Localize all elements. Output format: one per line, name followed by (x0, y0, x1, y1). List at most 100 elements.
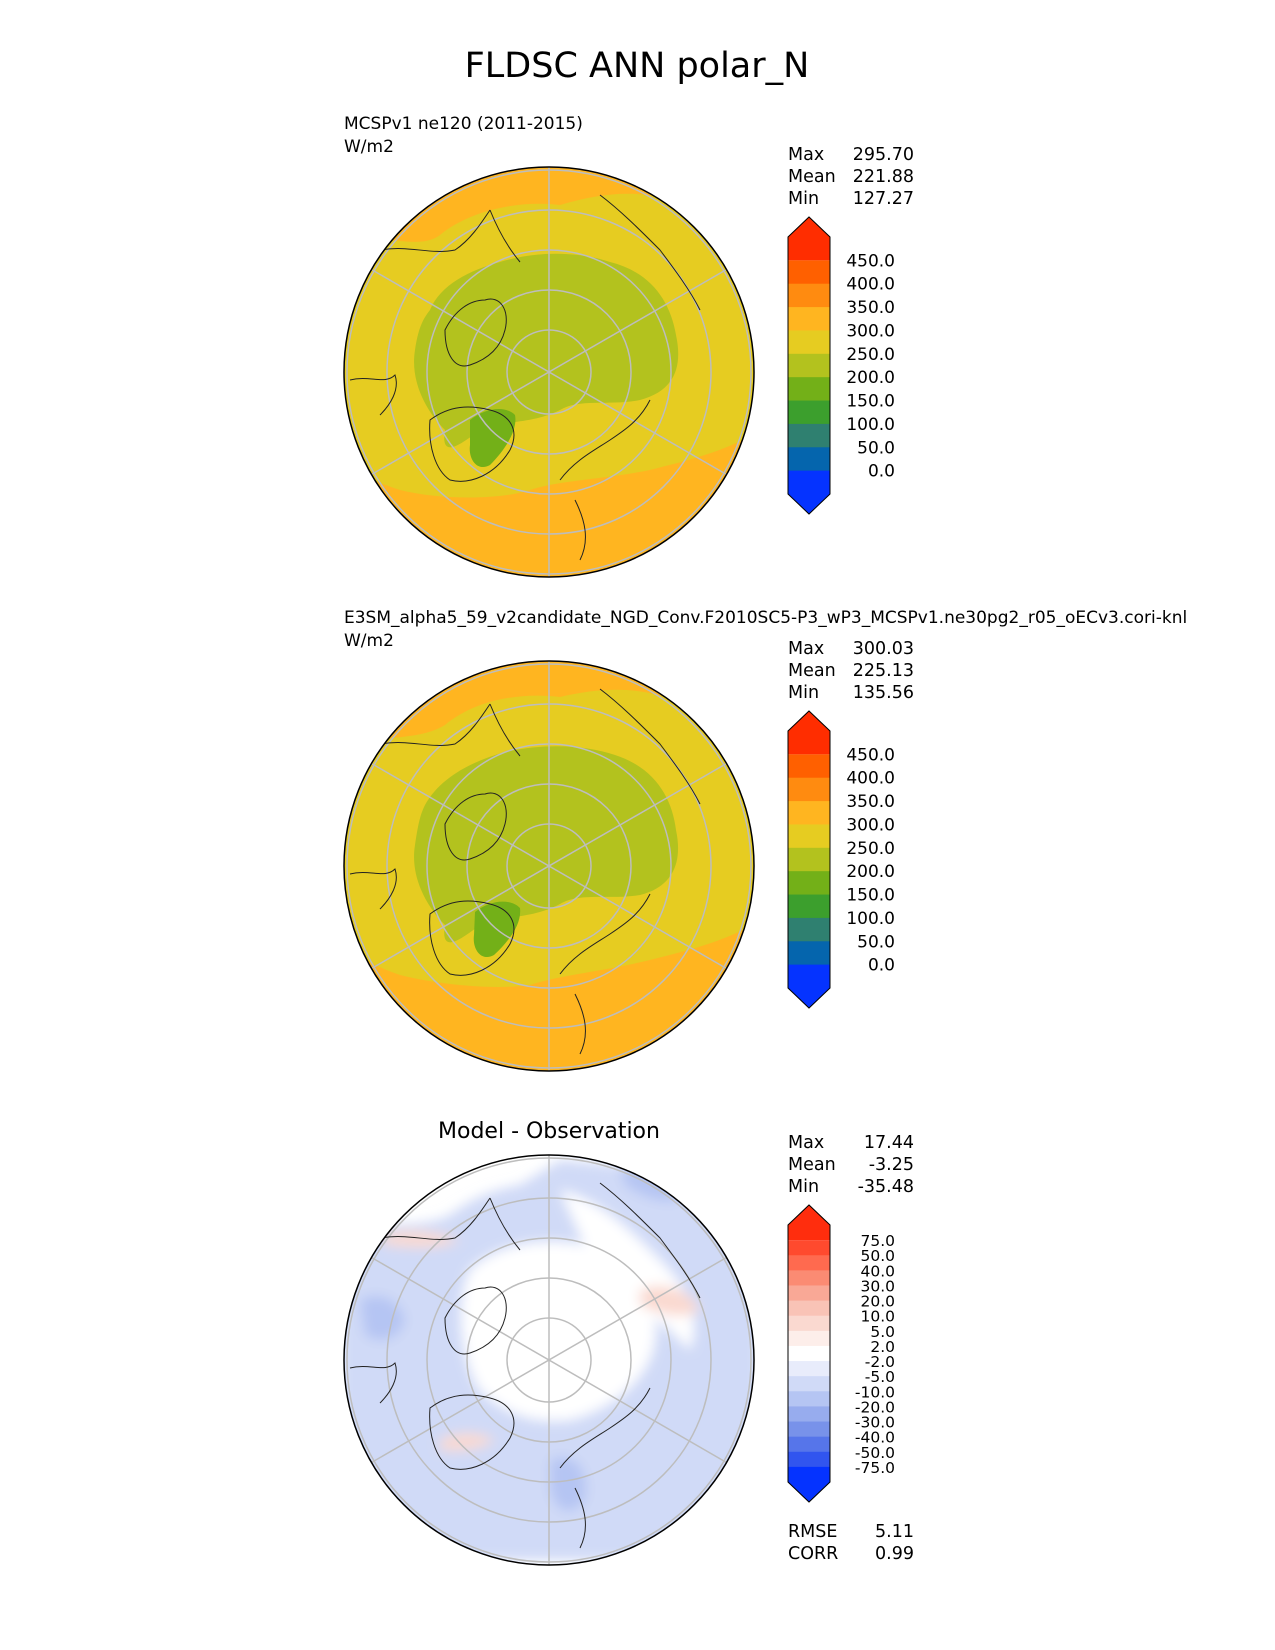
panel-1-units: W/m2 (344, 137, 394, 157)
field-arctic-basin (414, 253, 679, 448)
figure-title: FLDSC ANN polar_N (465, 46, 810, 86)
colorbar-bin (788, 964, 830, 1008)
field-arctic-basin (414, 746, 679, 943)
panel-3-stats: Max 17.44 Mean -3.25 Min -35.48 (788, 1133, 914, 1197)
colorbar-tick-label: 40.0 (860, 1262, 895, 1280)
colorbar-tick-label: -5.0 (865, 1368, 895, 1386)
panel-3-colorbar: 75.050.040.030.020.010.05.02.0-2.0-5.0-1… (787, 1204, 895, 1503)
stat-max-value: 300.03 (853, 639, 914, 659)
colorbar-tick-label: 5.0 (870, 1323, 895, 1341)
colorbar-bin (788, 1391, 830, 1407)
colorbar-bin (788, 400, 830, 425)
colorbar-tick-label: -10.0 (855, 1383, 895, 1401)
colorbar-tick-label: -30.0 (855, 1414, 895, 1432)
colorbar-bin (788, 377, 830, 402)
diff-neg-strong-3 (550, 1457, 586, 1511)
stat-max-value: 295.70 (853, 145, 914, 165)
stat-min-value: 127.27 (853, 189, 914, 209)
colorbar-bin (788, 1300, 830, 1317)
panel-3-map (344, 1155, 754, 1565)
colorbar-outline (787, 216, 831, 515)
stat-mean-label: Mean (788, 661, 836, 681)
colorbar-bin (788, 824, 830, 849)
field-greenland-min (469, 408, 516, 468)
coastlines (349, 1182, 701, 1549)
stat-mean-value: 225.13 (853, 661, 914, 681)
colorbar-tick-label: 10.0 (860, 1308, 895, 1326)
colorbar-tick-label: 0.0 (868, 462, 895, 482)
colorbar-bin (788, 217, 830, 261)
colorbar-tick-label: -75.0 (855, 1459, 895, 1477)
diff-pos-2 (380, 1231, 460, 1248)
panel-2-colorbar: 450.0 400.0 350.0 300.0 250.0 200.0 150.0 100.0… (787, 710, 895, 1009)
colorbar-bin (788, 307, 830, 331)
stat-max-label: Max (788, 639, 824, 659)
colorbar-bin (788, 894, 830, 919)
colorbar-bin (788, 330, 830, 355)
colorbar-bin (788, 941, 830, 966)
colorbar-bin (788, 871, 830, 896)
coastlines (349, 194, 701, 561)
colorbar-tick-label: 300.0 (846, 815, 895, 835)
panel-3: Model - Observation (343, 1119, 914, 1566)
colorbar-bin (788, 1406, 830, 1423)
stat-min-label: Min (788, 683, 819, 703)
panel-2-map (344, 661, 754, 1071)
coastlines (349, 688, 701, 1055)
panel-3-footer: RMSE 5.11 CORR 0.99 (788, 1522, 914, 1564)
corr-value: 0.99 (875, 1544, 914, 1564)
colorbar-tick-label: 350.0 (846, 792, 895, 812)
panel-2-units: W/m2 (344, 631, 394, 651)
stat-mean-value: -3.25 (869, 1155, 914, 1175)
colorbar-tick-label: 50.0 (857, 932, 895, 952)
colorbar-bin (788, 1436, 830, 1453)
colorbar-tick-label: 50.0 (857, 438, 895, 458)
colorbar-outline (787, 710, 831, 1009)
colorbar-bin (788, 847, 830, 872)
panel-2-stats: Max 300.03 Mean 225.13 Min 135.56 (788, 639, 914, 703)
colorbar-bin (788, 1255, 830, 1271)
colorbar-bin (788, 1466, 830, 1502)
colorbar-bin (788, 1330, 830, 1347)
colorbar-tick-label: 400.0 (846, 769, 895, 789)
panel-1-colorbar: 450.0 400.0 350.0 300.0 250.0 200.0 150.0 100.0… (787, 216, 895, 515)
colorbar-tick-label: 250.0 (846, 839, 895, 859)
panel-1-border (343, 166, 755, 578)
colorbar-bin (788, 801, 830, 825)
colorbar-tick-label: -40.0 (855, 1429, 895, 1447)
colorbar-tick-label: 450.0 (846, 745, 895, 765)
panel-3-title: Model - Observation (438, 1119, 660, 1144)
panel-2-border (343, 660, 755, 1072)
panel-1-stats: Max 295.70 Mean 221.88 Min 127.27 (788, 145, 914, 209)
colorbar-bin (788, 711, 830, 755)
colorbar-bin (788, 1240, 830, 1256)
panel-3-border (343, 1154, 755, 1566)
colorbar-tick-label: -50.0 (855, 1444, 895, 1462)
graticule (346, 661, 752, 1071)
stat-mean-value: 221.88 (853, 167, 914, 187)
colorbar-tick-label: 300.0 (846, 321, 895, 341)
colorbar-tick-label: 250.0 (846, 345, 895, 365)
colorbar-tick-label: -2.0 (865, 1353, 895, 1371)
colorbar-bin (788, 917, 830, 942)
colorbar-tick-label: 400.0 (846, 275, 895, 295)
colorbar-bin (788, 1285, 830, 1302)
colorbar-bin (788, 1205, 830, 1241)
colorbar-bin (788, 1451, 830, 1468)
colorbar-bin (788, 1315, 830, 1332)
colorbar-bin (788, 260, 830, 285)
colorbar-bin (788, 423, 830, 448)
colorbar-bin (788, 447, 830, 472)
colorbar-tick-label: 100.0 (846, 415, 895, 435)
colorbar-tick-label: 30.0 (860, 1277, 895, 1295)
stat-min-label: Min (788, 189, 819, 209)
stat-max-value: 17.44 (864, 1133, 914, 1153)
colorbar-bin (788, 283, 830, 308)
colorbar-tick-label: 2.0 (870, 1338, 895, 1356)
panel-2: E3SM_alpha5_59_v2candidate_NGD_Conv.F201… (343, 608, 1187, 1072)
stat-min-value: 135.56 (853, 683, 914, 703)
rmse-value: 5.11 (875, 1522, 914, 1542)
colorbar-bin (788, 1421, 830, 1438)
colorbar-tick-label: 100.0 (846, 909, 895, 929)
